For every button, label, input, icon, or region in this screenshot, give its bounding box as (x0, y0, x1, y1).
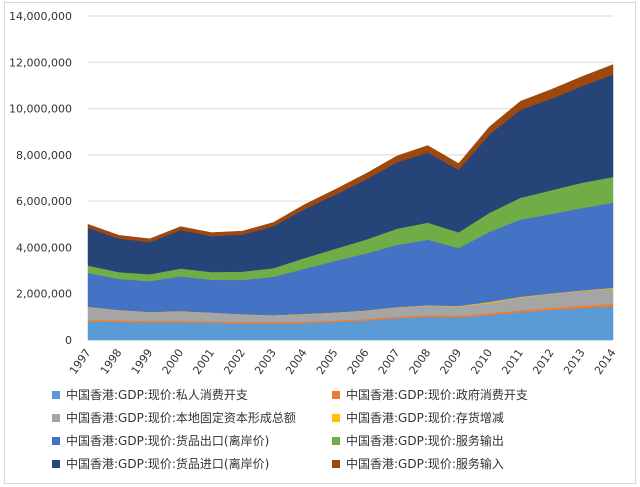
x-tick-label: 2011 (499, 346, 526, 376)
x-tick-label: 2003 (252, 346, 279, 376)
x-tick-label: 2001 (190, 346, 217, 376)
x-tick-label: 2000 (160, 346, 187, 376)
legend-item: 中国香港:GDP:现价:本地固定资本形成总额 (52, 409, 332, 426)
x-tick-label: 2002 (221, 346, 248, 376)
y-tick-label: 0 (65, 334, 72, 347)
legend-swatch (52, 436, 60, 445)
y-axis-ticks: 0 2,000,000 4,000,000 6,000,000 8,000,000 10,… (9, 10, 72, 347)
legend-label: 中国香港:GDP:现价:本地固定资本形成总额 (66, 411, 296, 425)
x-tick-label: 2010 (468, 346, 495, 376)
legend-item: 中国香港:GDP:现价:存货增减 (332, 409, 612, 426)
area-series-group (87, 64, 614, 341)
x-tick-label: 2004 (283, 346, 310, 376)
x-tick-label: 2012 (530, 346, 557, 376)
legend-item: 中国香港:GDP:现价:私人消费开支 (52, 386, 332, 403)
y-tick-label: 10,000,000 (9, 103, 72, 116)
y-tick-label: 12,000,000 (9, 56, 72, 69)
y-tick-label: 4,000,000 (16, 241, 72, 254)
legend-item: 中国香港:GDP:现价:货品进口(离岸价) (52, 455, 332, 472)
legend-label: 中国香港:GDP:现价:货品进口(离岸价) (66, 457, 270, 471)
y-tick-label: 6,000,000 (16, 195, 72, 208)
legend-label: 中国香港:GDP:现价:私人消费开支 (66, 388, 248, 402)
x-tick-label: 2007 (376, 346, 403, 376)
legend-label: 中国香港:GDP:现价:服务输出 (346, 434, 504, 448)
y-tick-label: 8,000,000 (16, 149, 72, 162)
legend-label: 中国香港:GDP:现价:服务输入 (346, 457, 504, 471)
x-tick-label: 1997 (67, 346, 94, 376)
legend-swatch (52, 413, 60, 422)
legend-swatch (52, 459, 60, 468)
legend-item: 中国香港:GDP:现价:服务输出 (332, 432, 612, 449)
legend-swatch (332, 390, 340, 399)
legend-swatch (52, 390, 60, 399)
chart-legend: 中国香港:GDP:现价:私人消费开支 中国香港:GDP:现价:政府消费开支 中国… (52, 386, 612, 472)
y-tick-label: 2,000,000 (16, 288, 72, 301)
legend-label: 中国香港:GDP:现价:政府消费开支 (346, 388, 528, 402)
legend-label: 中国香港:GDP:现价:存货增减 (346, 411, 504, 425)
legend-item: 中国香港:GDP:现价:货品出口(离岸价) (52, 432, 332, 449)
x-tick-label: 2008 (407, 346, 434, 376)
y-tick-label: 14,000,000 (9, 10, 72, 23)
x-tick-label: 2006 (345, 346, 372, 376)
x-tick-label: 2009 (437, 346, 464, 376)
area-series (87, 64, 614, 243)
x-tick-label: 2005 (314, 346, 341, 376)
legend-swatch (332, 413, 340, 422)
x-axis-ticks: 1997 1998 1999 2000 2001 2002 2003 2004 2005 2006… (67, 346, 619, 376)
legend-swatch (332, 459, 340, 468)
legend-item: 中国香港:GDP:现价:服务输入 (332, 455, 612, 472)
legend-swatch (332, 436, 340, 445)
legend-item: 中国香港:GDP:现价:政府消费开支 (332, 386, 612, 403)
x-tick-label: 1998 (98, 346, 125, 376)
legend-label: 中国香港:GDP:现价:货品出口(离岸价) (66, 434, 270, 448)
x-tick-label: 1999 (129, 346, 156, 376)
x-tick-label: 2014 (592, 346, 619, 376)
x-tick-label: 2013 (561, 346, 588, 376)
